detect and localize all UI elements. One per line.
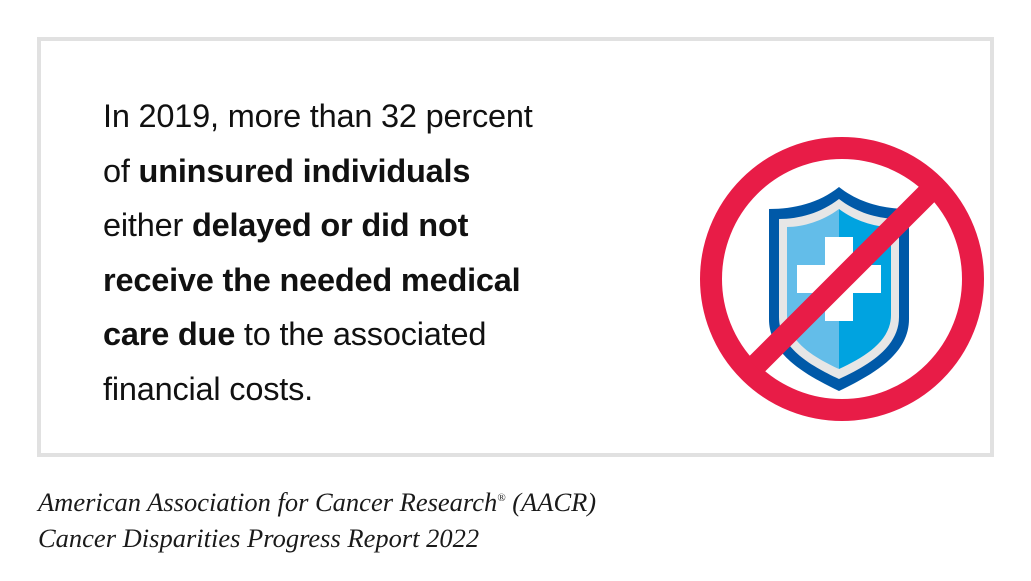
prohibition-ring (700, 137, 984, 421)
statistic-text: In 2019, more than 32 percent of uninsur… (103, 89, 623, 416)
emphasis-uninsured: uninsured individuals (138, 152, 471, 189)
stat-line-6: financial costs. (103, 370, 313, 407)
source-line-1: American Association for Cancer Research… (38, 487, 597, 517)
emphasis-receive: receive the needed medical (103, 261, 521, 298)
stat-line-1: In 2019, more than 32 percent (103, 98, 533, 134)
prohibition-slash (747, 184, 937, 374)
no-insurance-shield-icon (700, 137, 984, 421)
stat-line-3: either delayed or did not (103, 207, 469, 243)
emphasis-care-due: care due (103, 316, 236, 352)
stat-line-5: care due to the associated (103, 316, 487, 352)
infographic-card: In 2019, more than 32 percent of uninsur… (37, 37, 994, 457)
source-line-2: Cancer Disparities Progress Report 2022 (38, 523, 480, 553)
source-citation: American Association for Cancer Research… (38, 480, 596, 556)
stat-line-2: of uninsured individuals (103, 152, 471, 189)
stat-line-4: receive the needed medical (103, 253, 623, 308)
emphasis-delayed: delayed or did not (191, 207, 469, 243)
